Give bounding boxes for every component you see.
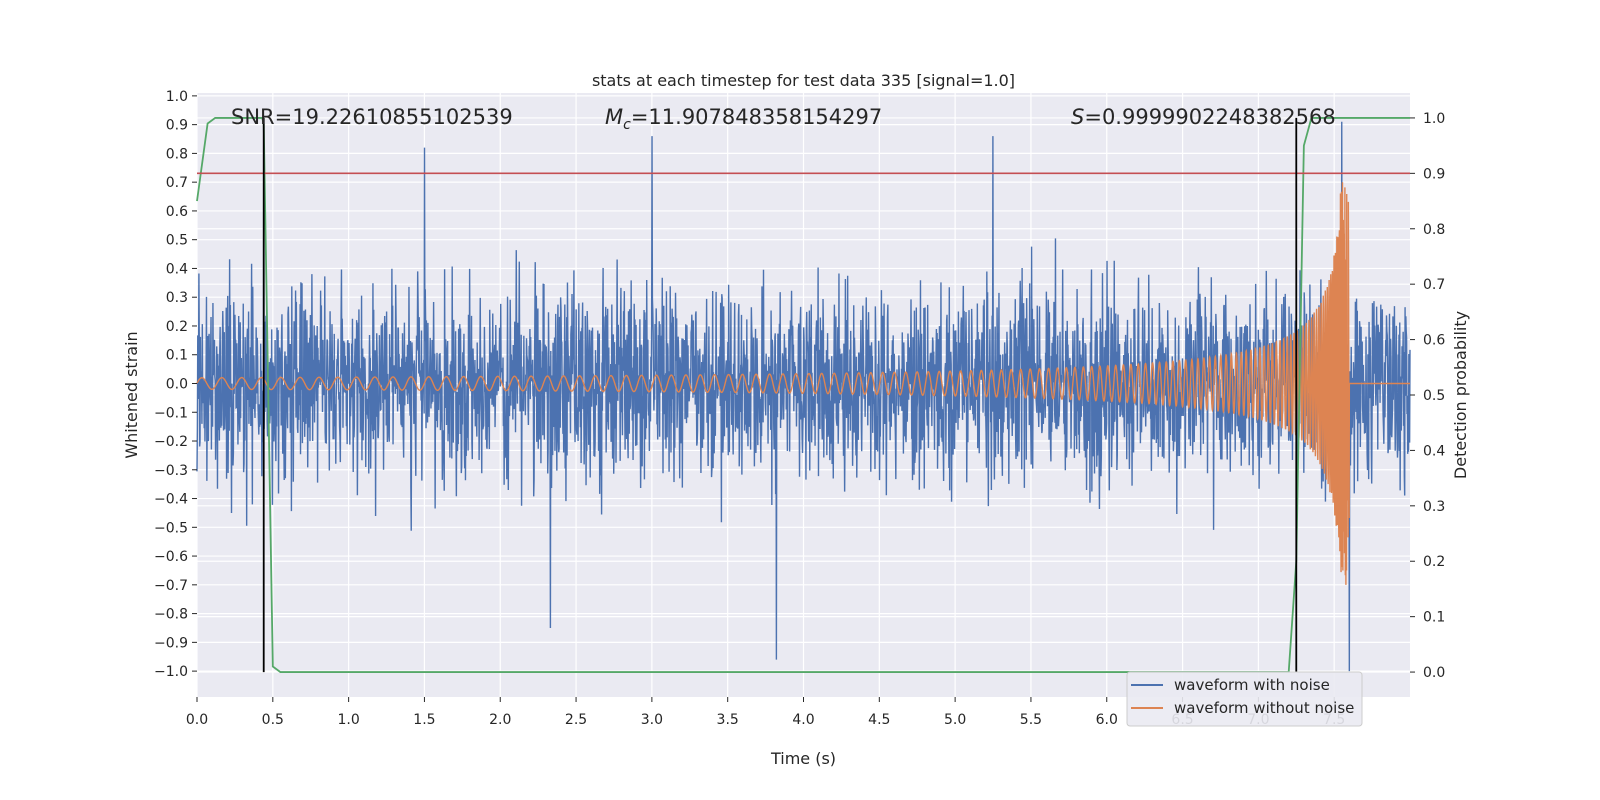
y2-tick-label: 0.8 — [1423, 222, 1445, 238]
y-tick-label: 0.2 — [166, 319, 188, 335]
x-tick-label: 1.5 — [413, 712, 435, 728]
y2-tick-label: 1.0 — [1423, 111, 1445, 127]
y2-tick-label: 0.0 — [1423, 665, 1445, 681]
y-tick-label: 0.7 — [166, 175, 188, 191]
y-axis-label: Whitened strain — [122, 331, 141, 458]
y2-axis-label: Detection probability — [1451, 311, 1470, 479]
y-tick-label: −0.5 — [154, 520, 188, 536]
annotation-chirp-mass: Mc=11.907848358154297 — [605, 105, 882, 133]
y-tick-label: 0.8 — [166, 146, 188, 162]
y-tick-label: −0.6 — [154, 549, 188, 565]
y-tick-label: −1.0 — [154, 664, 188, 680]
y-tick-label: 1.0 — [166, 89, 188, 105]
x-tick-label: 2.5 — [565, 712, 587, 728]
chart-title: stats at each timestep for test data 335… — [592, 71, 1015, 90]
x-tick-label: 4.5 — [868, 712, 890, 728]
x-tick-label: 3.5 — [717, 712, 739, 728]
series-detection-probability — [196, 117, 1410, 673]
x-tick-label: 5.0 — [944, 712, 966, 728]
y-tick-label: −0.7 — [154, 578, 188, 594]
x-tick-label: 0.0 — [186, 712, 208, 728]
y-tick-label: −0.2 — [154, 434, 188, 450]
x-axis-label: Time (s) — [770, 749, 836, 768]
y2-tick-label: 0.1 — [1423, 610, 1445, 626]
detection-vlines — [262, 117, 1298, 673]
y-tick-label: −0.9 — [154, 635, 188, 651]
y-tick-label: 0.0 — [166, 376, 188, 392]
axes: 0.00.51.01.52.02.53.03.54.04.55.05.56.06… — [154, 89, 1445, 728]
y-tick-label: −0.1 — [154, 405, 188, 421]
y-tick-label: 0.3 — [166, 290, 188, 306]
y-tick-label: 0.1 — [166, 348, 188, 364]
x-tick-label: 2.0 — [489, 712, 511, 728]
annotation-s-value: =0.9999902248382568 — [1084, 105, 1335, 129]
annotation-chirp-mass-symbol: M — [605, 105, 623, 129]
x-tick-label: 3.0 — [641, 712, 663, 728]
y-tick-label: −0.4 — [154, 492, 188, 508]
annotation-s-symbol: S — [1071, 105, 1084, 129]
y2-tick-label: 0.6 — [1423, 333, 1445, 349]
y-tick-label: 0.9 — [166, 118, 188, 134]
y2-tick-label: 0.9 — [1423, 166, 1445, 182]
legend-label-waveform-with-noise: waveform with noise — [1174, 676, 1330, 694]
x-tick-label: 0.5 — [262, 712, 284, 728]
y-tick-label: 0.5 — [166, 233, 188, 249]
y2-tick-label: 0.2 — [1423, 554, 1445, 570]
series-waveform-without-noise — [196, 182, 1410, 585]
annotation-chirp-mass-subscript: c — [623, 117, 631, 133]
y-tick-label: 0.6 — [166, 204, 188, 220]
x-tick-label: 5.5 — [1020, 712, 1042, 728]
y2-tick-label: 0.5 — [1423, 388, 1445, 404]
y2-tick-label: 0.4 — [1423, 443, 1445, 459]
legend-box — [1126, 671, 1363, 727]
y2-tick-label: 0.7 — [1423, 277, 1445, 293]
x-tick-label: 1.0 — [337, 712, 359, 728]
annotation-chirp-mass-value: =11.907848358154297 — [631, 105, 882, 129]
annotation-snr: SNR=19.22610855102539 — [231, 105, 513, 129]
detection-probability-line — [196, 117, 1410, 673]
y-tick-label: −0.8 — [154, 607, 188, 623]
x-tick-label: 6.0 — [1096, 712, 1118, 728]
legend-label-waveform-without-noise: waveform without noise — [1174, 699, 1354, 717]
waveform-without-noise-line — [196, 182, 1410, 585]
y-tick-label: 0.4 — [166, 261, 188, 277]
annotation-s: S=0.9999902248382568 — [1071, 105, 1336, 129]
y2-tick-label: 0.3 — [1423, 499, 1445, 515]
x-tick-label: 4.0 — [792, 712, 814, 728]
legend: waveform with noise waveform without noi… — [1126, 671, 1363, 727]
y-tick-label: −0.3 — [154, 463, 188, 479]
